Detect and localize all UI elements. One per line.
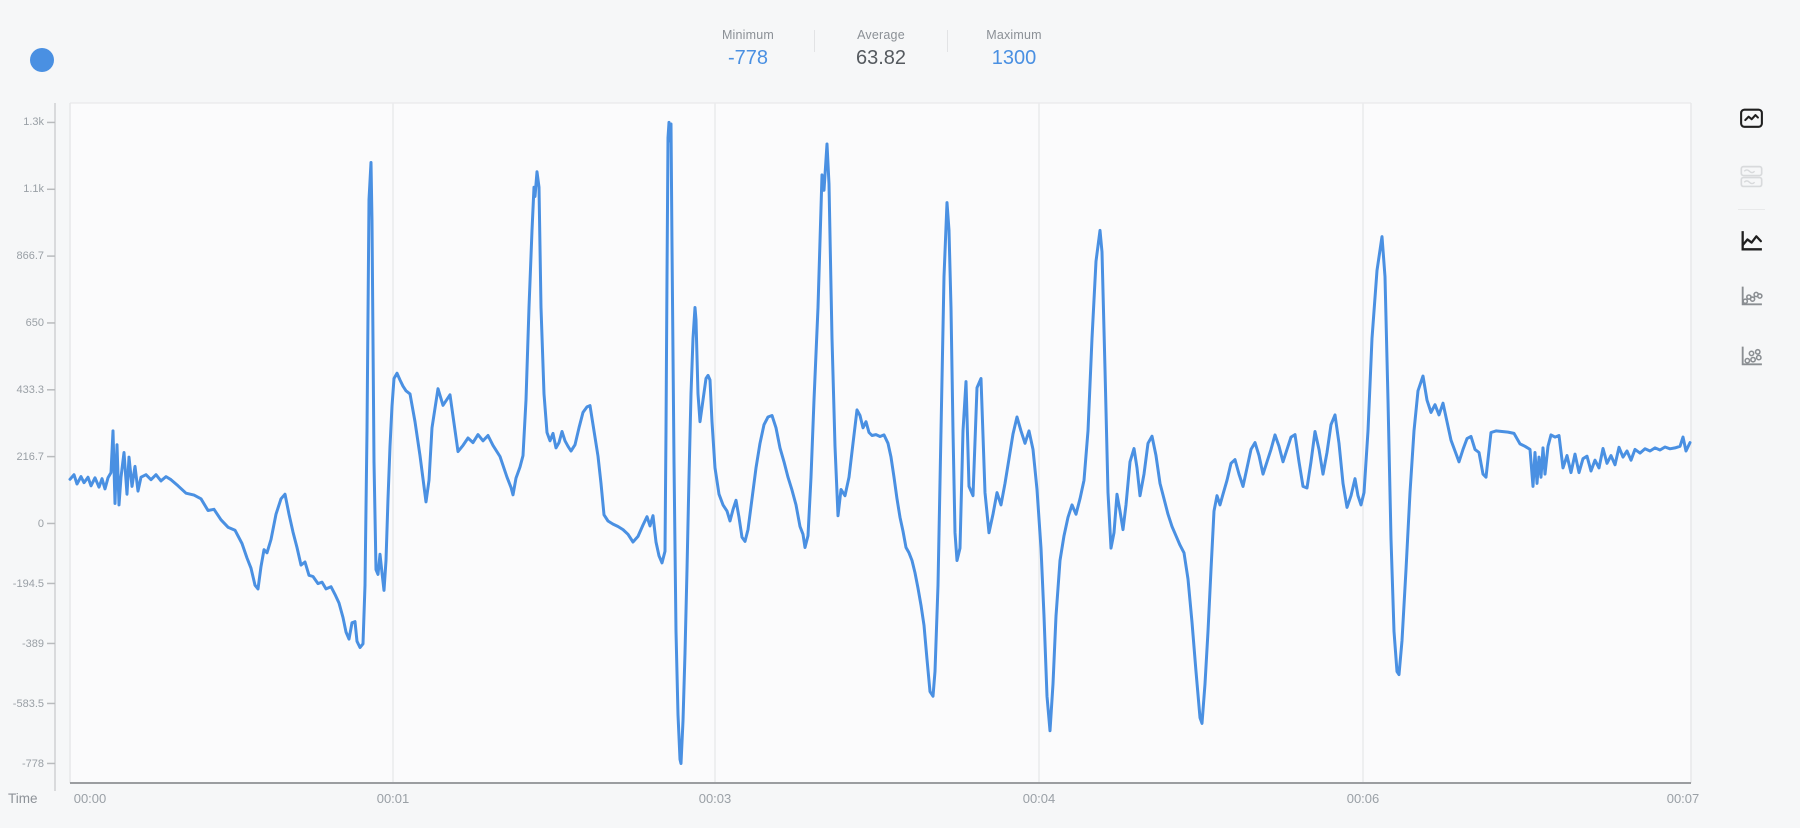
plot-area [70, 103, 1691, 783]
y-tick-label: -583.5 [12, 697, 44, 710]
toolbar-divider [1737, 209, 1765, 210]
line-chart-type-icon[interactable] [1738, 227, 1765, 254]
stat-average-label: Average [857, 28, 905, 42]
series-line [68, 120, 1692, 765]
stats-divider [947, 30, 948, 52]
stat-minimum-value: -778 [727, 47, 769, 69]
y-tick-label: 1.1k [23, 183, 44, 196]
y-tick-label: 650 [25, 316, 44, 329]
y-tick-label: 0 [37, 517, 44, 530]
x-tick-label: 00:00 [73, 791, 107, 806]
series-legend-dot[interactable] [30, 48, 54, 72]
stat-maximum-value: 1300 [991, 47, 1037, 69]
scatter-chart-type-icon[interactable] [1738, 342, 1765, 369]
x-axis-title: Time [8, 791, 38, 806]
x-tick-label: 00:03 [698, 791, 732, 806]
line-with-points-chart-type-icon[interactable] [1738, 282, 1765, 309]
x-tick-label: 00:01 [376, 791, 410, 806]
split-panels-view-icon[interactable] [1738, 163, 1765, 190]
stat-minimum-label: Minimum [721, 28, 775, 42]
stats-header: Minimum -778 Average 63.82 Maximum 1300 [682, 28, 1080, 70]
y-tick-label: 216.7 [16, 450, 44, 463]
x-tick-label: 00:07 [1666, 791, 1700, 806]
y-tick-label: 866.7 [16, 250, 44, 263]
single-panel-view-icon[interactable] [1738, 105, 1765, 132]
stats-divider [814, 30, 815, 52]
chart-toolbar [1737, 105, 1765, 369]
y-tick-label: -778 [21, 757, 44, 770]
stat-average: Average 63.82 [815, 28, 947, 70]
x-tick-label: 00:06 [1346, 791, 1380, 806]
y-tick-label: -389 [21, 637, 44, 650]
stat-minimum: Minimum -778 [682, 28, 814, 70]
x-tick-label: 00:04 [1022, 791, 1056, 806]
stat-average-value: 63.82 [855, 47, 907, 69]
y-tick-label: 1.3k [23, 116, 44, 129]
y-tick-label: -194.5 [12, 577, 44, 590]
y-tick-label: 433.3 [16, 383, 44, 396]
stat-maximum: Maximum 1300 [948, 28, 1080, 70]
stat-maximum-label: Maximum [986, 28, 1042, 42]
